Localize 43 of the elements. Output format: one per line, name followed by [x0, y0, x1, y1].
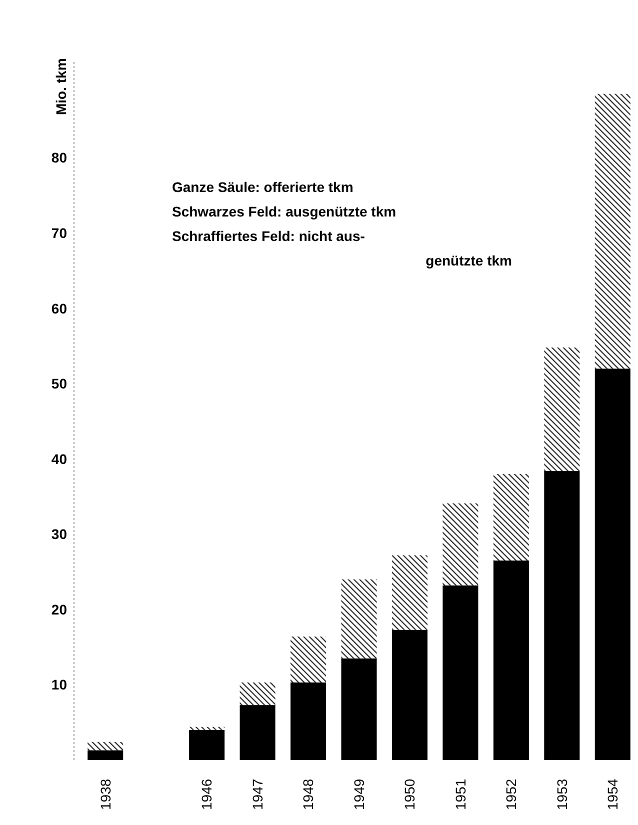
bar: [442, 503, 478, 586]
bar: [392, 630, 428, 760]
annotation: Schraffiertes Feld: nicht aus-: [172, 228, 366, 244]
x-tick-label: 1954: [604, 778, 621, 810]
bar: [341, 658, 377, 760]
bar: [189, 726, 225, 730]
y-tick-label: 60: [51, 300, 68, 316]
bar: [493, 474, 529, 561]
x-tick-label: 1951: [452, 778, 468, 810]
bar: [88, 742, 124, 750]
x-tick-label: 1949: [350, 778, 367, 810]
bar: [341, 579, 377, 658]
bar: [594, 94, 630, 369]
bar: [392, 555, 428, 630]
annotation: Ganze Säule: offerierte tkm: [172, 179, 354, 195]
x-tick-label: 1950: [402, 778, 418, 810]
annotation: Schwarzes Feld: ausgenützte tkm: [172, 204, 396, 220]
y-axis-title: Mio. tkm: [53, 58, 69, 115]
x-tick-label: 1946: [198, 778, 215, 810]
y-tick-label: 80: [51, 150, 68, 166]
bar: [189, 730, 225, 760]
x-tick-label: 1938: [97, 778, 114, 810]
bar: [88, 750, 124, 760]
bar: [493, 560, 529, 760]
y-tick-label: 10: [51, 676, 68, 693]
annotation: genützte tkm: [426, 252, 512, 268]
bar: [290, 636, 326, 682]
y-tick-label: 30: [51, 526, 68, 542]
bar: [240, 705, 276, 760]
x-tick-label: 1953: [554, 778, 570, 810]
y-tick-label: 70: [51, 225, 68, 242]
x-tick-label: 1948: [300, 778, 316, 810]
bar: [594, 368, 630, 760]
x-tick-label: 1952: [503, 778, 520, 810]
bar: [442, 585, 478, 760]
y-tick-label: 40: [51, 450, 68, 467]
y-tick-label: 50: [51, 376, 68, 392]
bar: [290, 682, 326, 760]
x-tick-label: 1947: [249, 778, 266, 810]
bar: [544, 470, 580, 760]
bar: [544, 348, 580, 471]
bar: [240, 682, 276, 706]
y-tick-label: 20: [51, 601, 68, 618]
